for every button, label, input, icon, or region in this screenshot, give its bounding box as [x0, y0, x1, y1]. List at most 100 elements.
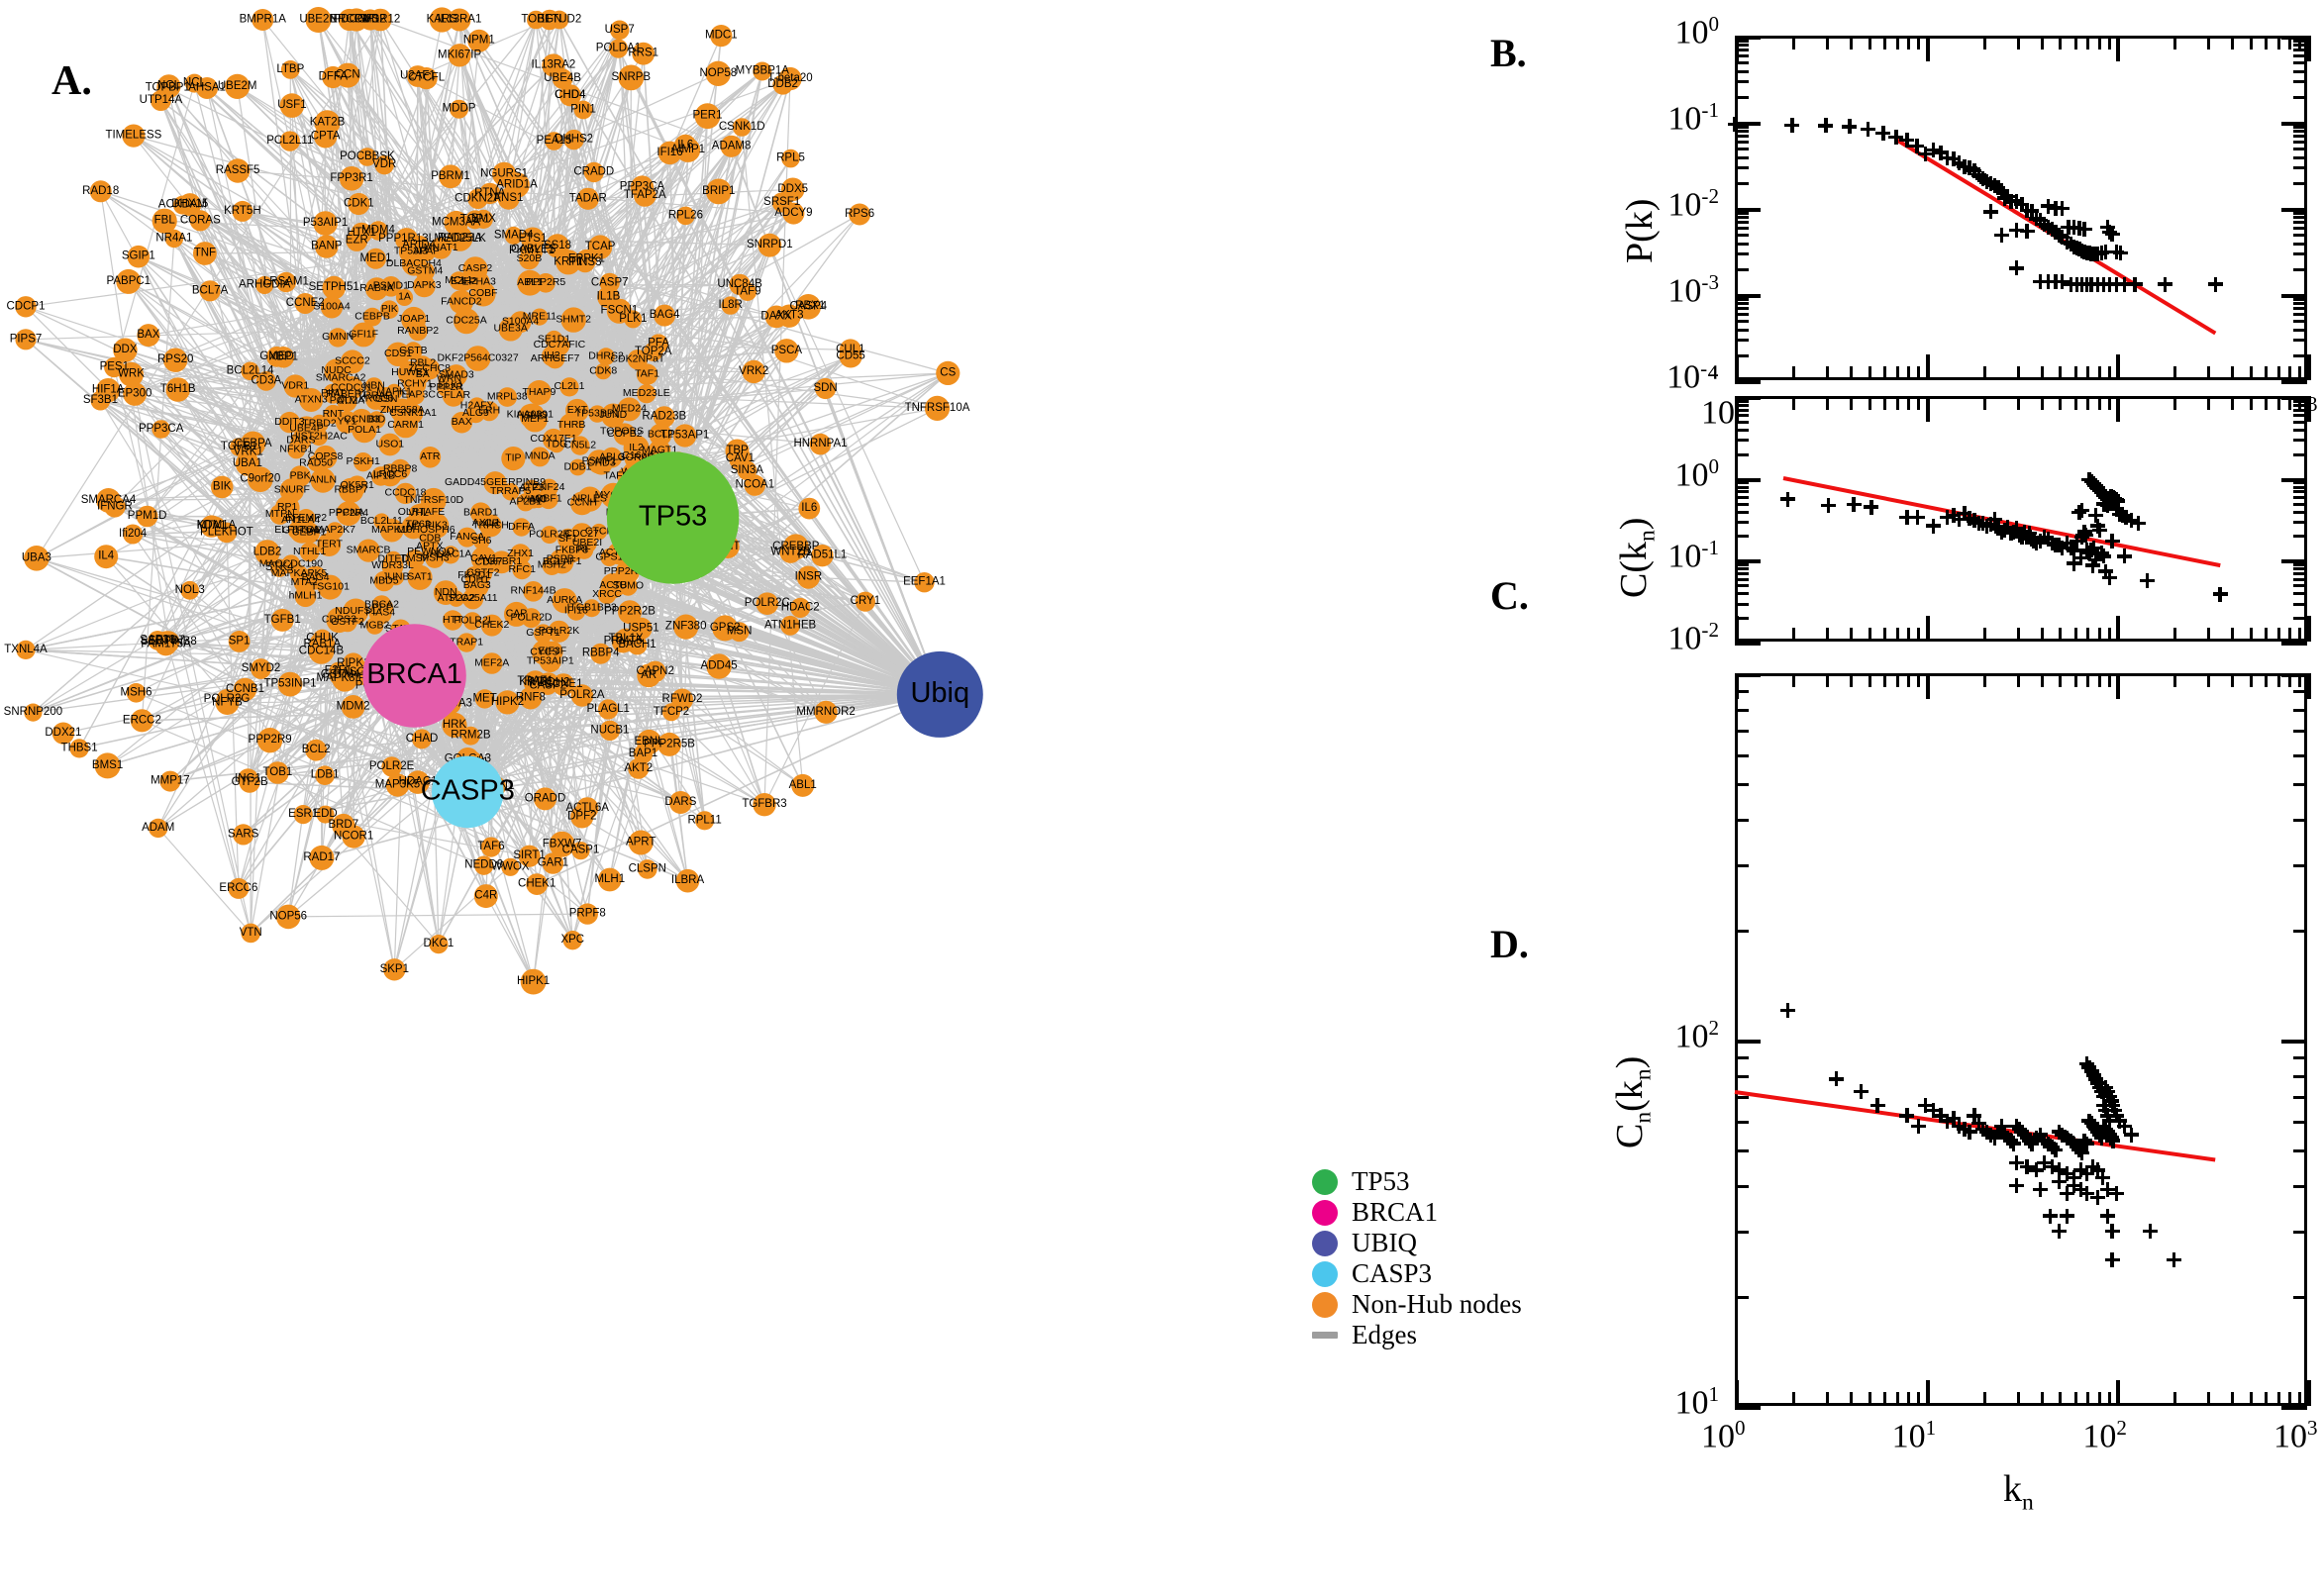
- network-node[interactable]: [123, 524, 144, 545]
- network-node[interactable]: [152, 420, 170, 439]
- network-node[interactable]: [230, 438, 249, 456]
- network-node[interactable]: [423, 513, 450, 539]
- network-node[interactable]: [406, 770, 430, 794]
- network-node[interactable]: [517, 269, 543, 296]
- network-node[interactable]: [637, 384, 656, 404]
- network-node[interactable]: [326, 522, 344, 540]
- network-node[interactable]: [456, 527, 477, 548]
- network-node[interactable]: [510, 544, 532, 565]
- network-node[interactable]: [279, 93, 305, 118]
- network-node[interactable]: [464, 346, 491, 371]
- network-node[interactable]: [570, 436, 590, 455]
- network-node[interactable]: [473, 533, 490, 550]
- network-node[interactable]: [470, 546, 497, 572]
- network-node[interactable]: [387, 568, 404, 586]
- network-node[interactable]: [534, 624, 553, 644]
- network-node[interactable]: [480, 652, 503, 674]
- network-node[interactable]: [408, 504, 429, 524]
- network-node[interactable]: [548, 620, 570, 643]
- network-node[interactable]: [305, 739, 328, 761]
- network-node[interactable]: [470, 281, 496, 307]
- network-node[interactable]: [416, 242, 437, 262]
- network-node[interactable]: [164, 229, 184, 249]
- network-node[interactable]: [464, 573, 489, 598]
- network-node[interactable]: [420, 487, 447, 514]
- network-node[interactable]: [559, 538, 584, 563]
- network-node[interactable]: [373, 513, 390, 530]
- network-node[interactable]: [545, 330, 563, 349]
- network-node[interactable]: [601, 403, 626, 428]
- network-node[interactable]: [565, 398, 589, 423]
- network-node[interactable]: [653, 406, 675, 428]
- network-node[interactable]: [613, 423, 636, 446]
- network-node[interactable]: [123, 382, 147, 406]
- network-node[interactable]: [454, 308, 479, 335]
- network-node[interactable]: [270, 558, 289, 577]
- network-node[interactable]: [348, 192, 370, 216]
- network-node[interactable]: [293, 805, 313, 825]
- network-node[interactable]: [254, 540, 280, 565]
- network-node[interactable]: [371, 595, 392, 616]
- network-node[interactable]: [483, 471, 507, 495]
- network-node[interactable]: [558, 84, 582, 107]
- network-node[interactable]: [405, 549, 425, 569]
- network-node[interactable]: [299, 542, 320, 562]
- network-node[interactable]: [540, 526, 558, 545]
- network-node[interactable]: [525, 492, 542, 509]
- network-node[interactable]: [293, 416, 320, 443]
- network-node[interactable]: [627, 349, 649, 370]
- network-node[interactable]: [512, 518, 531, 537]
- network-node[interactable]: [530, 447, 551, 467]
- network-node[interactable]: [235, 451, 259, 476]
- network-node[interactable]: [401, 306, 427, 333]
- network-node[interactable]: [467, 397, 486, 416]
- network-node[interactable]: [673, 424, 697, 448]
- network-node[interactable]: [439, 164, 462, 189]
- network-node[interactable]: [316, 805, 335, 824]
- network-node[interactable]: [536, 273, 556, 293]
- network-node[interactable]: [323, 383, 344, 404]
- network-node[interactable]: [540, 478, 558, 497]
- network-node[interactable]: [590, 452, 613, 475]
- network-node[interactable]: [447, 226, 473, 251]
- network-node[interactable]: [378, 463, 402, 487]
- network-node[interactable]: [374, 155, 394, 175]
- network-node[interactable]: [394, 482, 417, 505]
- network-node[interactable]: [461, 726, 480, 746]
- network-node[interactable]: [523, 581, 544, 602]
- network-node[interactable]: [320, 296, 344, 319]
- network-node[interactable]: [449, 271, 468, 291]
- network-node[interactable]: [474, 689, 495, 709]
- network-node[interactable]: [624, 310, 643, 329]
- network-node[interactable]: [448, 590, 464, 607]
- network-node[interactable]: [545, 132, 563, 150]
- network-node[interactable]: [378, 433, 402, 456]
- network-node[interactable]: [443, 610, 463, 631]
- network-node[interactable]: [627, 635, 648, 655]
- network-nodes[interactable]: [15, 7, 960, 995]
- network-node[interactable]: [790, 597, 811, 619]
- network-node[interactable]: [312, 629, 333, 648]
- network-node[interactable]: [542, 641, 563, 662]
- network-node[interactable]: [649, 423, 672, 447]
- network-node[interactable]: [501, 447, 526, 471]
- network-node[interactable]: [255, 371, 276, 391]
- network-node[interactable]: [351, 322, 376, 348]
- network-node[interactable]: [497, 387, 518, 407]
- network-node[interactable]: [324, 358, 349, 383]
- network-node[interactable]: [385, 773, 410, 797]
- network-node[interactable]: [577, 486, 603, 512]
- network-node[interactable]: [442, 546, 460, 564]
- network-node[interactable]: [283, 374, 307, 398]
- network-node[interactable]: [255, 275, 274, 295]
- network-node[interactable]: [519, 403, 546, 430]
- network-node[interactable]: [583, 161, 604, 183]
- network-node[interactable]: [199, 280, 221, 302]
- network-node[interactable]: [590, 643, 612, 664]
- network-node[interactable]: [673, 614, 699, 640]
- network-node[interactable]: [442, 384, 465, 407]
- network-node[interactable]: [413, 274, 436, 298]
- network-node[interactable]: [756, 592, 779, 615]
- network-node[interactable]: [315, 235, 339, 258]
- network-node[interactable]: [189, 210, 211, 232]
